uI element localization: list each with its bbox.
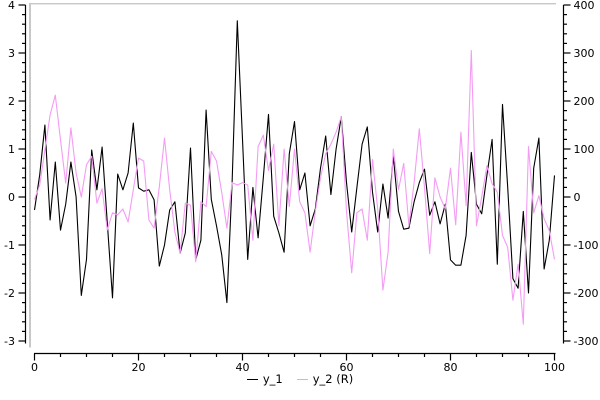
legend-label-y1: y_1 (262, 372, 283, 386)
left-tick-label: -3 (4, 335, 15, 348)
right-tick-label: -100 (574, 239, 599, 252)
left-tick-label: 3 (8, 47, 15, 60)
left-tick-label: -1 (4, 239, 15, 252)
left-tick-label: 0 (8, 191, 15, 204)
x-tick-label: 40 (236, 361, 250, 374)
legend-item-y2: y_2 (R) (296, 372, 354, 386)
left-tick-label: -2 (4, 287, 15, 300)
right-tick-label: -300 (574, 335, 599, 348)
right-tick-label: 200 (574, 95, 595, 108)
x-tick-label: 0 (31, 361, 38, 374)
series-line-2 (33, 50, 556, 325)
right-tick-label: -200 (574, 287, 599, 300)
x-tick-label: 100 (544, 361, 565, 374)
series-lines (33, 20, 556, 325)
y-right-axis: -300 -200 -100 0 100 200 300 400 (562, 0, 599, 348)
series-line-1 (33, 20, 556, 304)
right-tick-label: 0 (574, 191, 581, 204)
legend-label-y2: y_2 (R) (312, 372, 354, 386)
legend: y_1 y_2 (R) (0, 372, 600, 386)
x-tick-label: 20 (132, 361, 146, 374)
right-tick-label: 100 (574, 143, 595, 156)
right-tick-label: 300 (574, 47, 595, 60)
x-tick-label: 80 (444, 361, 458, 374)
x-axis: 0 20 40 60 80 100 (31, 352, 565, 374)
left-tick-label: 1 (8, 143, 15, 156)
legend-line-y1-icon (246, 378, 258, 380)
legend-line-y2-icon (296, 378, 308, 380)
legend-item-y1: y_1 (246, 372, 283, 386)
plot-frame (29, 3, 556, 348)
x-tick-label: 60 (340, 361, 354, 374)
right-tick-label: 400 (574, 0, 595, 12)
y-left-axis: -3 -2 -1 0 1 2 3 4 (4, 0, 27, 348)
left-tick-label: 2 (8, 95, 15, 108)
left-tick-label: 4 (8, 0, 15, 12)
